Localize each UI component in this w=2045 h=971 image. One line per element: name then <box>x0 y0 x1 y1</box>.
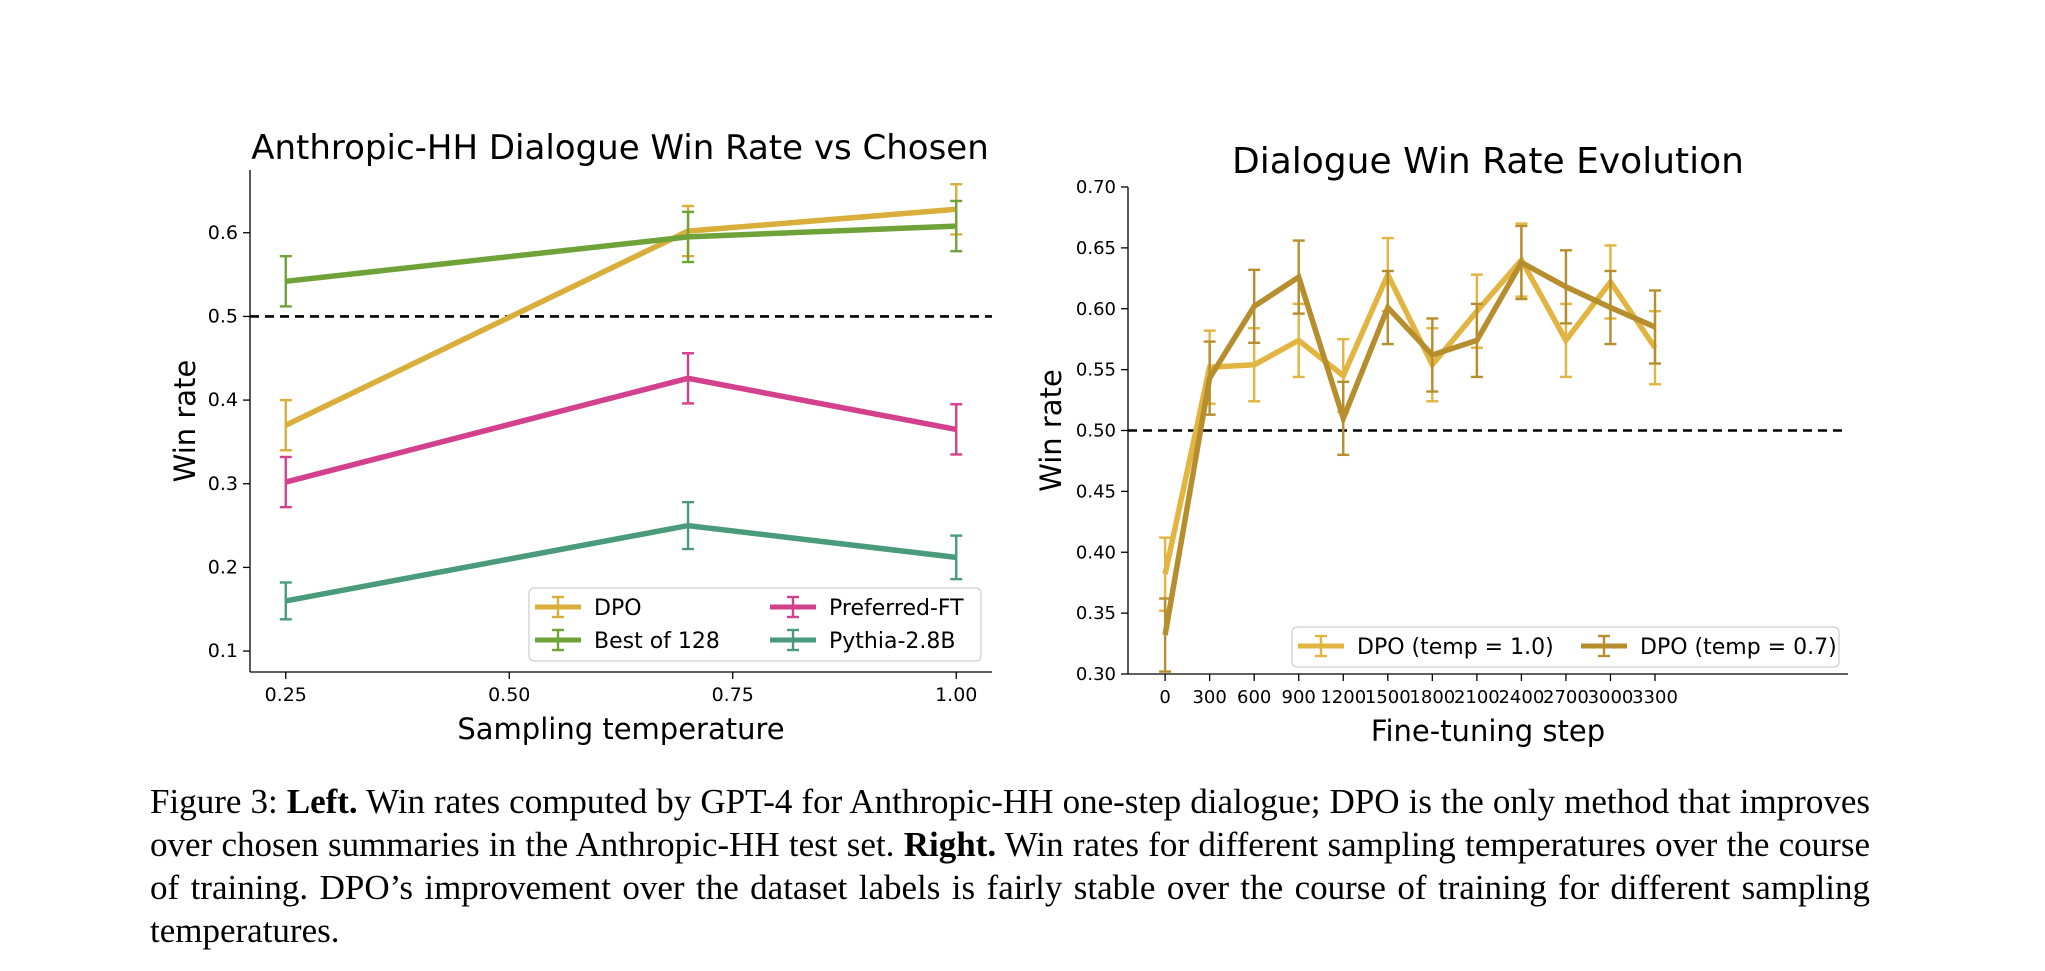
x-tick-label: 0.25 <box>265 684 307 706</box>
y-tick-label: 0.35 <box>1076 603 1116 624</box>
y-tick-label: 0.40 <box>1076 542 1116 563</box>
caption-right-label: Right. <box>903 825 997 864</box>
legend-box <box>528 587 982 662</box>
y-tick-label: 0.55 <box>1076 360 1116 381</box>
series-preferred-ft <box>279 352 963 509</box>
legend-entry: DPO <box>535 595 642 621</box>
y-tick-label: 0.60 <box>1076 299 1116 320</box>
x-axis-label: Fine-tuning step <box>1371 714 1605 748</box>
y-tick-label: 0.30 <box>1076 664 1116 685</box>
figure-caption: Figure 3: Left. Win rates computed by GP… <box>150 780 1870 952</box>
x-tick-label: 900 <box>1282 687 1316 708</box>
legend: DPO Best of 128 Preferred-FT Pythia-2.8B <box>528 587 982 662</box>
y-tick-label: 0.1 <box>208 640 238 662</box>
series-line <box>1162 255 1658 575</box>
legend-label: DPO <box>594 596 642 621</box>
figure: 0.1 0.2 0.3 0.4 0.5 0.6 0.25 0.50 0.75 1.00 Anthro… <box>168 128 1848 748</box>
series-line <box>285 522 957 604</box>
y-tick-label: 0.70 <box>1076 177 1116 198</box>
series-dpo-temp-1-0 <box>1159 222 1662 612</box>
series-line <box>285 375 957 485</box>
y-tick-label: 0.65 <box>1076 238 1116 259</box>
series-pythia-2-8b <box>279 500 963 621</box>
y-tick-label: 0.4 <box>208 389 238 411</box>
series-best-of-128 <box>279 199 963 308</box>
x-tick-label: 1500 <box>1365 687 1411 708</box>
x-tick-label: 3300 <box>1632 687 1678 708</box>
legend-entry: DPO (temp = 1.0) <box>1298 634 1554 660</box>
x-axis-label: Sampling temperature <box>457 712 784 746</box>
x-tick-label: 0.50 <box>488 684 530 706</box>
y-tick-label: 0.2 <box>208 556 238 578</box>
x-tick-label: 0 <box>1159 687 1170 708</box>
caption-left-text: Win rates computed by GPT-4 for Anthropi… <box>150 782 1870 864</box>
series-line <box>285 223 957 285</box>
x-tick-label: 600 <box>1237 687 1271 708</box>
series-dpo-temp-0-7 <box>1159 224 1662 673</box>
legend-entry: Preferred-FT <box>770 595 964 621</box>
x-tick-label: 1.00 <box>935 684 977 706</box>
x-tick-label: 2400 <box>1498 687 1544 708</box>
x-tick-label: 3000 <box>1588 687 1634 708</box>
x-tick-label: 0.75 <box>712 684 754 706</box>
chart-title: Anthropic-HH Dialogue Win Rate vs Chosen <box>251 128 989 168</box>
y-tick-label: 0.6 <box>208 222 238 244</box>
legend-label: Preferred-FT <box>829 596 964 621</box>
x-tick-label: 2100 <box>1454 687 1500 708</box>
x-tick-label: 300 <box>1192 687 1226 708</box>
legend-entry: DPO (temp = 0.7) <box>1581 634 1837 660</box>
caption-left-label: Left. <box>286 782 358 821</box>
caption-figure-label: Figure 3: <box>150 782 287 821</box>
x-tick-label: 1200 <box>1320 687 1366 708</box>
legend-label: Pythia-2.8B <box>829 629 955 654</box>
caption-right-text: Win rates for different sampling tempera… <box>150 825 1870 950</box>
legend-label: DPO (temp = 0.7) <box>1640 635 1837 660</box>
x-tick-label: 2700 <box>1543 687 1589 708</box>
legend-entry: Best of 128 <box>535 628 720 654</box>
legend: DPO (temp = 1.0) DPO (temp = 0.7) <box>1291 626 1840 668</box>
chart-title: Dialogue Win Rate Evolution <box>1232 141 1744 182</box>
legend-box <box>1291 626 1840 668</box>
y-axis-label: Win rate <box>168 360 202 483</box>
series-line <box>1162 258 1657 636</box>
chart-right: 0.30 0.35 0.40 0.45 0.50 0.55 0.60 0.65 0.70 0 300… <box>1034 141 1848 748</box>
y-axis-label: Win rate <box>1034 369 1068 492</box>
chart-left: 0.1 0.2 0.3 0.4 0.5 0.6 0.25 0.50 0.75 1.00 Anthro… <box>168 128 992 746</box>
x-tick-label: 1800 <box>1409 687 1455 708</box>
y-tick-label: 0.3 <box>208 473 238 495</box>
y-tick-label: 0.5 <box>208 305 238 327</box>
y-tick-label: 0.45 <box>1076 481 1116 502</box>
legend-label: DPO (temp = 1.0) <box>1357 635 1554 660</box>
legend-entry: Pythia-2.8B <box>770 628 955 654</box>
y-tick-label: 0.50 <box>1076 421 1116 442</box>
legend-label: Best of 128 <box>594 629 720 654</box>
